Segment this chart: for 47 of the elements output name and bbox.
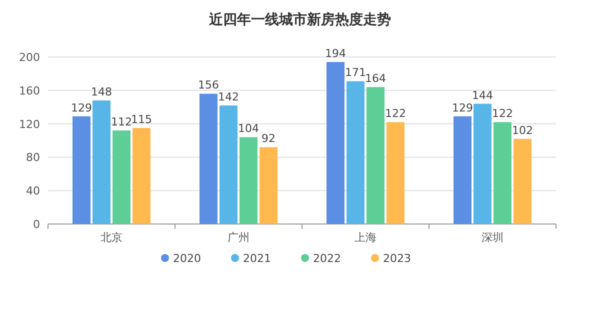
data-label: 144 <box>472 88 493 102</box>
data-label: 92 <box>262 132 276 146</box>
data-label: 142 <box>218 90 239 104</box>
legend-label: 2020 <box>173 252 201 265</box>
bar <box>366 87 384 224</box>
bar <box>514 138 532 224</box>
bar <box>132 128 150 224</box>
y-tick-label: 40 <box>26 184 40 198</box>
x-tick-label: 深圳 <box>482 231 504 244</box>
legend-label: 2021 <box>243 252 271 265</box>
bar <box>474 104 492 224</box>
bar <box>112 130 130 224</box>
bar <box>92 100 110 224</box>
data-label: 171 <box>345 66 366 80</box>
data-label: 156 <box>198 78 219 92</box>
y-tick-label: 0 <box>33 218 40 231</box>
data-label: 104 <box>238 122 259 136</box>
data-label: 122 <box>385 107 406 120</box>
bar <box>454 116 472 224</box>
legend-label: 2022 <box>313 252 341 265</box>
data-label: 122 <box>492 107 513 120</box>
x-tick-label: 北京 <box>100 231 122 244</box>
bar <box>386 122 404 224</box>
bar <box>494 122 512 224</box>
y-tick-label: 120 <box>19 118 40 131</box>
bar <box>240 137 258 224</box>
bar <box>260 147 278 224</box>
x-tick-label: 上海 <box>354 231 376 244</box>
legend-label: 2023 <box>383 252 411 265</box>
data-label: 115 <box>131 112 152 126</box>
bar <box>200 94 218 224</box>
bar <box>326 62 344 224</box>
y-tick-label: 80 <box>26 151 40 164</box>
y-tick-label: 200 <box>19 51 40 64</box>
y-tick-label: 160 <box>19 84 40 98</box>
data-label: 194 <box>325 47 346 60</box>
data-label: 148 <box>91 85 112 98</box>
x-tick-label: 广州 <box>228 231 250 244</box>
bar <box>220 105 238 224</box>
data-label: 129 <box>452 101 473 114</box>
chart-title: 近四年一线城市新房热度走势 <box>208 11 391 28</box>
data-label: 129 <box>71 101 92 114</box>
data-label: 102 <box>512 124 533 137</box>
bar <box>346 81 364 224</box>
data-label: 112 <box>111 115 132 128</box>
bar <box>72 116 90 224</box>
data-label: 164 <box>365 72 386 86</box>
